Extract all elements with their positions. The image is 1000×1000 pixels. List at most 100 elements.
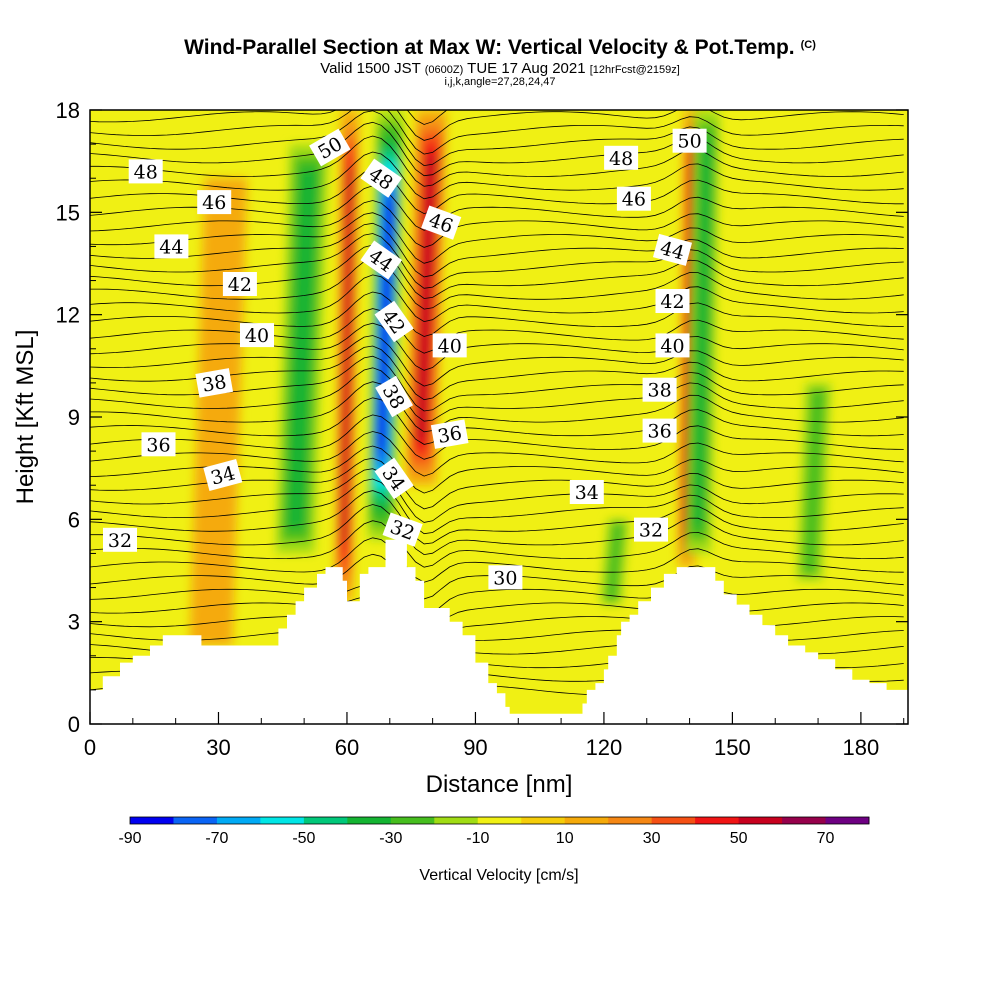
- colorbar: -90 -70 -50 -30 -10 10 30 50 70: [118, 816, 870, 847]
- colorbar-tick-label: 10: [556, 830, 574, 847]
- theta-contour: [90, 381, 904, 433]
- theta-label: 46: [616, 186, 651, 211]
- theta-label-box: [141, 432, 176, 457]
- colorbar-label: Vertical Velocity [cm/s]: [419, 867, 578, 884]
- colorbar-swatch: [434, 817, 479, 824]
- colorbar-swatch: [390, 817, 435, 824]
- colorbar-swatch: [695, 817, 740, 824]
- theta-contour: [90, 520, 904, 568]
- theta-contour: [90, 397, 904, 445]
- theta-label-text: 38: [201, 371, 229, 397]
- velocity-band: [691, 136, 714, 527]
- y-tick-label: 15: [56, 200, 80, 225]
- theta-label-box: [642, 418, 677, 443]
- colorbar-swatch: [782, 817, 827, 824]
- theta-contour: [90, 200, 904, 248]
- theta-label-box: [488, 565, 523, 590]
- theta-contour: [90, 110, 904, 155]
- colorbar-tick-label: -10: [466, 830, 489, 847]
- theta-label-text: 46: [622, 189, 646, 211]
- theta-label-box: [360, 158, 403, 198]
- velocity-band: [340, 168, 354, 543]
- theta-contour: [90, 291, 904, 337]
- theta-contour: [90, 431, 904, 477]
- x-tick-label: 180: [843, 735, 880, 760]
- theta-label-box: [382, 512, 423, 547]
- theta-label-text: 46: [202, 192, 226, 214]
- terrain-mask: [90, 539, 908, 724]
- theta-label-box: [222, 272, 257, 296]
- colorbar-swatch: [521, 817, 566, 824]
- theta-label-box: [655, 289, 690, 313]
- colorbar-swatch: [477, 817, 522, 824]
- colorbar-swatch: [738, 817, 783, 824]
- theta-label-text: 48: [609, 148, 633, 170]
- theta-label-text: 36: [436, 422, 464, 448]
- colorbar-swatch: [564, 817, 609, 824]
- section-indices: i,j,k,angle=27,28,24,47: [444, 76, 556, 88]
- theta-contour: [90, 151, 904, 200]
- valid-date: TUE 17 Aug 2021: [467, 60, 586, 77]
- theta-contour: [90, 490, 904, 545]
- theta-label: 40: [432, 333, 467, 358]
- theta-label: 36: [141, 432, 176, 457]
- theta-label: 40: [240, 323, 274, 348]
- colorbar-tick-label: -90: [118, 830, 141, 847]
- theta-label: 42: [222, 272, 257, 296]
- theta-label-box: [616, 186, 651, 211]
- theta-contour: [90, 367, 904, 422]
- theta-label-box: [374, 457, 414, 500]
- theta-label-text: 40: [245, 325, 269, 347]
- colorbar-tick-label: -30: [379, 830, 402, 847]
- theta-contour: [90, 537, 904, 583]
- theta-label-text: 34: [575, 482, 599, 504]
- chart-title: Wind-Parallel Section at Max W: Vertical…: [0, 36, 1000, 60]
- valid-time: Valid 1500 JST: [320, 60, 421, 77]
- theta-label-box: [604, 145, 639, 170]
- colorbar-swatch: [216, 817, 261, 824]
- theta-label-text: 42: [228, 274, 252, 296]
- theta-contour: [90, 581, 904, 618]
- x-axis-label: Distance [nm]: [426, 771, 573, 798]
- y-tick-label: 12: [56, 303, 80, 328]
- y-tick-label: 0: [68, 712, 80, 737]
- theta-label: 42: [655, 289, 690, 313]
- x-tick-label: 0: [84, 735, 96, 760]
- y-tick-label: 9: [68, 405, 80, 430]
- theta-label-box: [309, 128, 351, 167]
- theta-label: 44: [652, 233, 693, 266]
- plot-area: [90, 110, 908, 724]
- theta-label: 44: [154, 234, 189, 259]
- forecast-info: [12hrFcst@2159z]: [589, 64, 680, 76]
- colorbar-swatch: [130, 817, 174, 824]
- theta-label: 38: [642, 377, 677, 402]
- theta-label-box: [197, 190, 232, 215]
- theta-contour: [90, 322, 904, 371]
- theta-label-box: [642, 377, 677, 402]
- theta-label-text: 42: [660, 291, 684, 313]
- colorbar-tick-label: -50: [292, 830, 315, 847]
- theta-label-text: 40: [660, 335, 684, 357]
- theta-label: 50: [309, 128, 351, 167]
- theta-label: 48: [128, 159, 163, 184]
- theta-label-text: 40: [438, 335, 462, 357]
- theta-label-box: [154, 234, 189, 259]
- colorbar-swatch: [651, 817, 696, 824]
- theta-label-box: [128, 159, 163, 184]
- theta-contour: [90, 595, 904, 634]
- theta-contour: [90, 110, 904, 167]
- theta-contour: [90, 308, 904, 354]
- theta-label-text: 38: [648, 380, 672, 402]
- theta-label: 46: [197, 190, 232, 215]
- colorbar-swatch: [825, 817, 870, 824]
- theta-label-text: 36: [648, 421, 672, 443]
- colorbar-frame: [129, 816, 870, 825]
- theta-label-box: [634, 517, 668, 542]
- velocity-feature-downdraft: [685, 110, 720, 554]
- theta-label-box: [203, 459, 243, 491]
- velocity-band: [604, 521, 626, 603]
- theta-label-box: [195, 368, 234, 398]
- y-axis-label: Height [Kft MSL]: [12, 330, 39, 505]
- theta-contour: [90, 233, 904, 289]
- theta-label-box: [672, 128, 707, 153]
